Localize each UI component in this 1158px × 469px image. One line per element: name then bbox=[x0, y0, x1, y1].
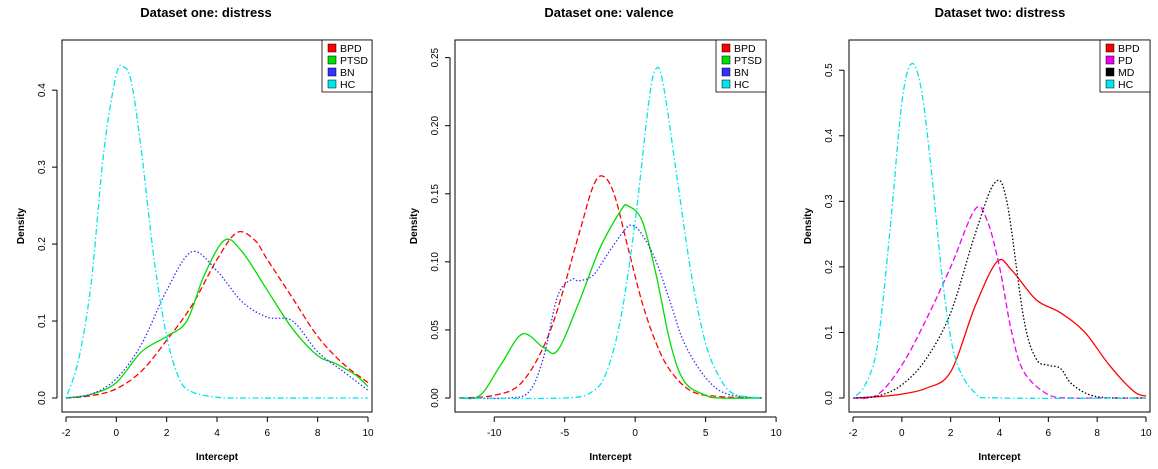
y-tick-label: 0.05 bbox=[430, 320, 441, 340]
y-tick-label: 0.0 bbox=[37, 391, 48, 405]
series-line-ptsd bbox=[458, 204, 763, 400]
y-tick-label: 0.1 bbox=[37, 314, 48, 328]
series-line-hc bbox=[65, 64, 369, 399]
x-tick-label: 4 bbox=[997, 428, 1003, 439]
legend-label: BPD bbox=[1118, 43, 1140, 55]
y-tick-label: 0.00 bbox=[430, 388, 441, 408]
plot-frame bbox=[454, 39, 767, 413]
y-axis: 0.00 0.05 0.10 0.15 0.20 0.25 bbox=[430, 47, 451, 408]
x-tick-label: -10 bbox=[487, 428, 502, 439]
x-tick-label: 2 bbox=[164, 428, 170, 439]
x-tick-label: 10 bbox=[362, 428, 374, 439]
series-line-hc bbox=[852, 62, 1147, 400]
legend-swatch bbox=[721, 79, 731, 89]
legend-swatch bbox=[1105, 43, 1115, 53]
x-axis: -2 0 2 4 6 8 10 bbox=[849, 416, 1152, 439]
x-tick-label: 0 bbox=[114, 428, 120, 439]
series-line-bpd bbox=[458, 175, 763, 399]
series-line-bn bbox=[458, 224, 763, 400]
series-line-md bbox=[852, 179, 1147, 399]
x-tick-label: 4 bbox=[214, 428, 220, 439]
legend-swatch bbox=[1105, 67, 1115, 77]
legend-swatch bbox=[721, 67, 731, 77]
series-line-bpd bbox=[65, 231, 369, 399]
plot-frame bbox=[61, 39, 373, 413]
y-axis: 0.0 0.1 0.2 0.3 0.4 0.5 bbox=[824, 63, 845, 405]
y-tick-label: 0.20 bbox=[430, 116, 441, 136]
y-tick-label: 0.4 bbox=[37, 83, 48, 97]
x-tick-label: 8 bbox=[1094, 428, 1100, 439]
legend-swatch bbox=[721, 55, 731, 65]
y-axis-label: Density bbox=[409, 208, 420, 245]
x-tick-label: 8 bbox=[315, 428, 321, 439]
x-axis: -10 -5 0 5 10 bbox=[487, 416, 783, 439]
chart-title: Dataset one: distress bbox=[140, 5, 272, 20]
y-tick-label: 0.4 bbox=[824, 128, 835, 142]
y-tick-label: 0.1 bbox=[824, 325, 835, 339]
legend-label: BN bbox=[340, 67, 355, 79]
x-axis-label: Intercept bbox=[978, 452, 1021, 463]
x-axis: -2 0 2 4 6 8 10 bbox=[62, 416, 374, 439]
y-tick-label: 0.15 bbox=[430, 184, 441, 204]
legend-label: BPD bbox=[340, 43, 362, 55]
chart-title: Dataset one: valence bbox=[544, 5, 673, 20]
y-tick-label: 0.25 bbox=[430, 47, 441, 67]
series-line-hc bbox=[458, 66, 763, 400]
x-tick-label: -2 bbox=[62, 428, 71, 439]
legend-label: PD bbox=[1118, 55, 1133, 67]
y-tick-label: 0.0 bbox=[824, 391, 835, 405]
x-tick-label: 6 bbox=[265, 428, 271, 439]
y-tick-label: 0.3 bbox=[37, 160, 48, 174]
legend-label: HC bbox=[734, 79, 750, 91]
x-tick-label: -5 bbox=[560, 428, 569, 439]
series-line-bn bbox=[65, 250, 369, 399]
y-tick-label: 0.3 bbox=[824, 194, 835, 208]
x-tick-label: 2 bbox=[948, 428, 954, 439]
legend-swatch bbox=[1105, 79, 1115, 89]
x-tick-label: -2 bbox=[849, 428, 858, 439]
x-tick-label: 0 bbox=[899, 428, 905, 439]
legend-label: HC bbox=[1118, 79, 1134, 91]
legend-label: PTSD bbox=[734, 55, 762, 67]
y-axis: 0.0 0.1 0.2 0.3 0.4 bbox=[37, 83, 58, 405]
legend-swatch bbox=[721, 43, 731, 53]
legend-label: BN bbox=[734, 67, 749, 79]
x-tick-label: 6 bbox=[1046, 428, 1052, 439]
y-axis-label: Density bbox=[16, 208, 27, 245]
series-line-ptsd bbox=[65, 238, 369, 399]
legend-label: HC bbox=[340, 79, 356, 91]
legend-swatch bbox=[1105, 55, 1115, 65]
y-axis-label: Density bbox=[803, 208, 814, 245]
legend-label: MD bbox=[1118, 67, 1135, 79]
x-axis-label: Intercept bbox=[196, 452, 239, 463]
x-tick-label: 0 bbox=[632, 428, 638, 439]
plot-frame bbox=[848, 39, 1151, 413]
x-tick-label: 10 bbox=[1140, 428, 1152, 439]
y-tick-label: 0.5 bbox=[824, 63, 835, 77]
legend-swatch bbox=[327, 55, 337, 65]
chart-panel-2: Dataset one: valence -10 -5 0 5 10 Intercept 0.… bbox=[409, 5, 782, 463]
x-tick-label: 5 bbox=[703, 428, 709, 439]
y-tick-label: 0.2 bbox=[37, 237, 48, 251]
y-tick-label: 0.2 bbox=[824, 260, 835, 274]
x-axis-label: Intercept bbox=[589, 452, 632, 463]
chart-panel-3: Dataset two: distress -2 0 2 4 6 8 10 Intercept 0… bbox=[803, 5, 1152, 463]
legend-swatch bbox=[327, 67, 337, 77]
legend-swatch bbox=[327, 79, 337, 89]
x-tick-label: 10 bbox=[771, 428, 783, 439]
chart-title: Dataset two: distress bbox=[935, 5, 1066, 20]
y-tick-label: 0.10 bbox=[430, 252, 441, 272]
series-line-pd bbox=[852, 205, 1146, 399]
legend-label: PTSD bbox=[340, 55, 368, 67]
legend-swatch bbox=[327, 43, 337, 53]
chart-panel-1: Dataset one: distress -2 0 2 4 6 8 10 Intercept 0… bbox=[16, 5, 374, 463]
series-line-bpd bbox=[852, 258, 1147, 399]
legend-label: BPD bbox=[734, 43, 756, 55]
